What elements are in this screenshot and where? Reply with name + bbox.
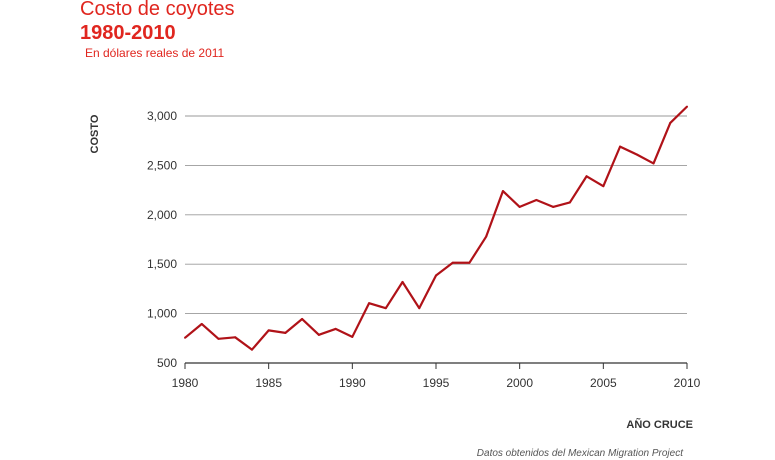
x-tick-label: 1985	[255, 376, 282, 390]
data-point-2006	[619, 145, 622, 148]
y-tick-label: 2,500	[147, 158, 177, 172]
y-axis-title: COSTO	[89, 114, 101, 153]
data-point-2005	[602, 185, 605, 188]
data-point-2002	[552, 205, 555, 208]
data-point-2001	[535, 198, 538, 201]
data-point-2000	[518, 205, 521, 208]
data-point-1986	[284, 331, 287, 334]
data-point-1991	[368, 302, 371, 305]
data-point-1995	[435, 274, 437, 277]
x-tick-label: 1990	[339, 376, 366, 390]
data-point-1994	[418, 307, 421, 310]
data-point-1996	[451, 261, 454, 264]
chart-subtitle: 1980-2010	[80, 22, 176, 44]
y-tick-label: 1,500	[147, 257, 177, 271]
data-point-2008	[652, 162, 655, 165]
data-point-1997	[468, 261, 471, 264]
unit-note: En dólares reales de 2011	[85, 46, 225, 60]
y-tick-label: 500	[157, 356, 177, 370]
data-point-1992	[384, 307, 387, 310]
y-tick-label: 3,000	[147, 109, 177, 123]
data-point-1984	[250, 348, 253, 351]
data-point-1998	[485, 235, 488, 238]
x-tick-label: 2010	[674, 376, 701, 390]
data-point-1985	[267, 329, 270, 332]
data-point-1999	[501, 190, 504, 193]
data-point-1981	[200, 322, 203, 325]
data-point-2003	[568, 201, 571, 204]
gridlines	[185, 115, 687, 364]
data-point-1993	[401, 280, 404, 283]
x-tick-label: 2000	[506, 376, 533, 390]
x-tick-label: 1980	[172, 376, 199, 390]
data-point-1988	[317, 333, 320, 336]
x-axis-title: AÑO CRUCE	[626, 418, 693, 431]
data-point-2009	[669, 121, 672, 124]
data-point-1989	[334, 327, 337, 330]
data-point-1982	[217, 337, 220, 340]
y-tick-labels: 500 1,000 1,500 2,000 2,500 3,000	[147, 109, 177, 370]
data-point-2007	[635, 153, 638, 156]
chart-title: Costo de coyotes	[80, 0, 235, 20]
data-point-1983	[234, 336, 237, 339]
data-point-2004	[585, 175, 588, 178]
data-point-1980	[184, 336, 186, 339]
source-note: Datos obtenidos del Mexican Migration Pr…	[476, 448, 683, 459]
x-tick-label: 2005	[590, 376, 617, 390]
data-point-1990	[351, 335, 354, 338]
data-points	[184, 105, 688, 351]
data-point-1987	[301, 318, 304, 321]
y-tick-label: 1,000	[147, 307, 177, 321]
data-point-2010	[686, 105, 688, 108]
x-tick-label: 1995	[423, 376, 450, 390]
x-tick-labels: 1980 1985 1990 1995 2000 2005 2010	[172, 363, 701, 390]
y-tick-label: 2,000	[147, 208, 177, 222]
